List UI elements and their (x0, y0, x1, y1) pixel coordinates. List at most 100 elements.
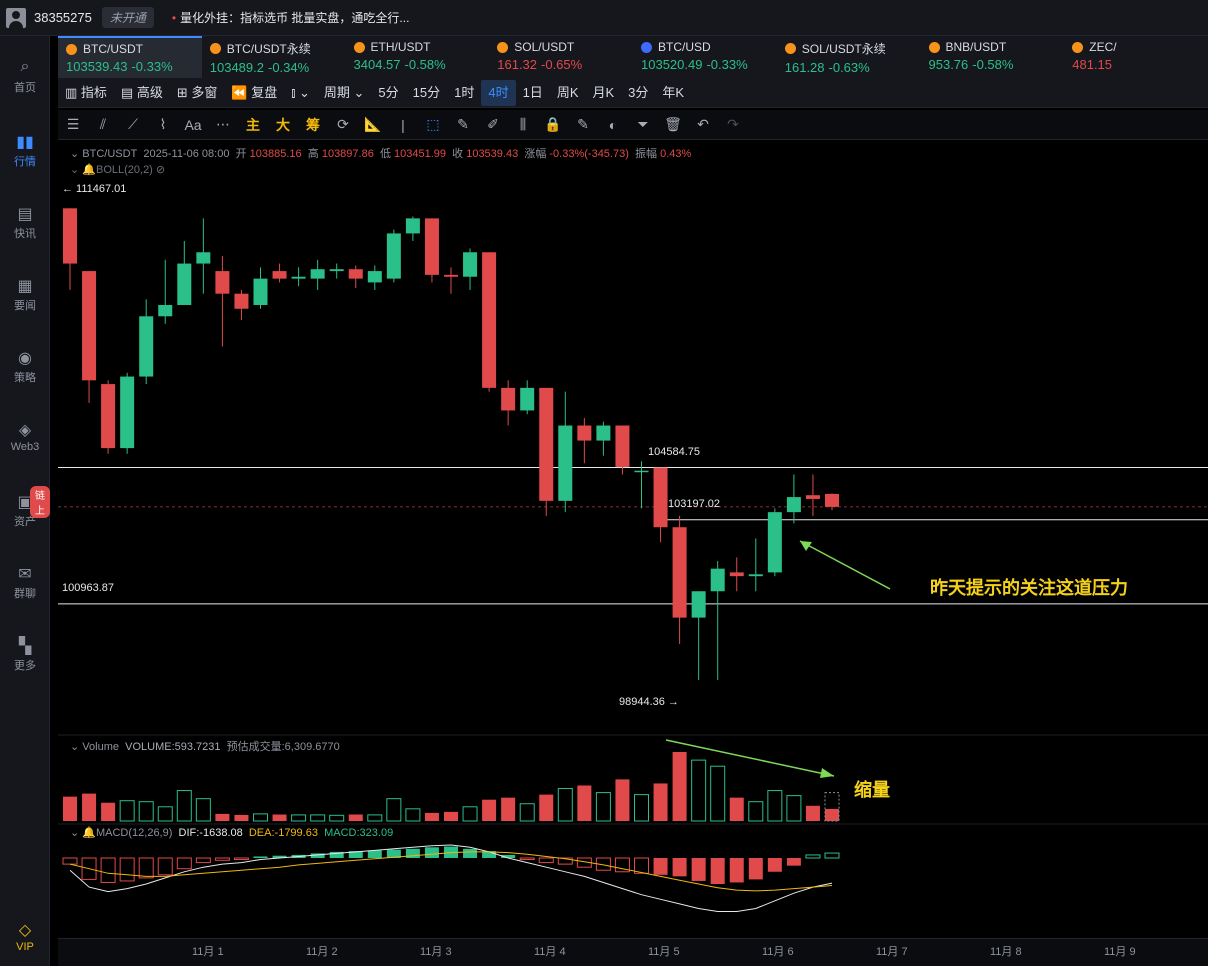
wallet-icon: ▣ (17, 494, 33, 511)
volume-bar (634, 794, 649, 822)
chart-type-dropdown[interactable]: ⫾ ⌄ (291, 84, 310, 100)
volume-bar (710, 765, 726, 822)
ticker-change: -0.58% (404, 57, 446, 72)
macd-hist-bar (767, 858, 782, 872)
ticker-tab[interactable]: ZEC/481.15 (1064, 36, 1208, 78)
pen-icon[interactable]: ✎ (457, 116, 469, 132)
ticker-tab[interactable]: BNB/USDT 953.76 -0.58% (921, 36, 1065, 78)
interval-1h[interactable]: 1时 (454, 84, 475, 100)
ticker-tab[interactable]: ETH/USDT 3404.57 -0.58% (346, 36, 490, 78)
ticker-tab[interactable]: SOL/USDT永续 161.28 -0.63% (777, 36, 921, 78)
sidebar-item-7[interactable]: ✉ 群聊 (0, 564, 50, 601)
magnet-icon[interactable]: ◐ (608, 116, 618, 133)
volume-title: Volume (82, 741, 119, 753)
ticker-price: 161.32 (497, 57, 538, 72)
sidebar-item-6[interactable]: ▣ 资产 链上 (0, 486, 50, 529)
interval-3m[interactable]: 3分 (628, 84, 649, 100)
ruler-icon[interactable]: 📐 (364, 116, 382, 132)
volume-chevron-icon[interactable]: ⌄ (70, 741, 80, 753)
interval-1mo[interactable]: 月K (592, 84, 615, 100)
chat-icon: ✉ (18, 566, 32, 583)
undo-icon[interactable]: ↶ (697, 116, 709, 132)
ticker-price-row: 481.15 (1072, 57, 1200, 72)
time-axis[interactable]: 11月 1 11月 2 11月 3 11月 4 11月 5 11月 6 11月 7 11月 8… (58, 938, 1208, 966)
price-chart[interactable] (58, 140, 1208, 938)
sidebar-item-label: 更多 (14, 660, 36, 672)
macd-hist-bar (253, 856, 268, 858)
volume-bar (195, 798, 211, 822)
large-order-button[interactable]: 大 (276, 116, 290, 133)
notice-marquee[interactable]: • 量化外挂：指标选币 批量实盘，通吃全行... (172, 9, 410, 26)
candle-body (558, 425, 573, 501)
macd-hist-bar (329, 851, 344, 858)
highlighter-icon[interactable]: ✐ (487, 116, 499, 132)
sidebar-item-2[interactable]: ▤ 快讯 (0, 204, 50, 241)
ticker-tab[interactable]: SOL/USDT 161.32 -0.65% (489, 36, 633, 78)
candle-body (501, 387, 516, 411)
boll-chevron-icon[interactable]: ⌄ (70, 164, 80, 176)
lock-icon[interactable]: 🔒 (544, 116, 562, 132)
macd-dea: DEA:-1799.63 (248, 827, 318, 839)
indicator-button[interactable]: ▥ 指标 (65, 84, 107, 100)
note-icon[interactable]: ✎ (577, 116, 589, 132)
filter-icon[interactable]: ⏷ (637, 116, 649, 132)
volume-bar (615, 779, 630, 821)
redo-icon[interactable]: ↷ (727, 116, 739, 132)
sidebar-item-5[interactable]: ◈ Web3 (0, 420, 50, 453)
ticker-tab[interactable]: BTC/USD 103520.49 -0.33% (633, 36, 777, 78)
coin-icon (784, 43, 796, 54)
interval-1d[interactable]: 1日 (522, 84, 543, 100)
macd-hist-bar (691, 858, 706, 881)
trend-line-icon[interactable]: ⟋ (128, 116, 138, 132)
sidebar-item-0[interactable]: ⌕ 首页 (0, 58, 50, 95)
vip-status-badge[interactable]: 未开通 (101, 7, 154, 28)
volume-bar (748, 801, 764, 822)
interval-1y[interactable]: 年K (662, 84, 685, 100)
macd-header: ⌄ 🔔MACD(12,26,9) DIF:-1638.08 DEA:-1799.… (70, 827, 394, 839)
x-tick-label: 11月 8 (990, 946, 1022, 958)
coin-icon (1072, 41, 1084, 53)
advanced-button[interactable]: ▤ 高级 (120, 84, 163, 100)
boll-indicator[interactable]: ⌄ 🔔BOLL(20,2) ⊘ (70, 164, 166, 176)
avatar[interactable] (6, 7, 26, 28)
text-tool[interactable]: Aa (184, 116, 202, 133)
interval-15m[interactable]: 15分 (412, 84, 441, 100)
main-force-button[interactable]: 主 (246, 116, 260, 133)
level-label-resistance: 104584.75 (648, 445, 700, 458)
parallel-lines-icon[interactable]: ⫽ (99, 116, 107, 132)
candles-icon[interactable]: ⫼ (519, 116, 527, 132)
period-dropdown[interactable]: 周期 ⌄ (323, 84, 365, 100)
ticker-tab[interactable]: BTC/USDT永续 103489.2 -0.34% (202, 36, 346, 78)
sidebar-item-1[interactable]: ▮▮ 行情 (0, 132, 50, 169)
sidebar-item-8[interactable]: ▚ 更多 (0, 636, 50, 673)
wave-icon[interactable]: ⌇ (159, 116, 167, 132)
collapse-chevron-icon[interactable]: ⌄ (70, 148, 80, 160)
interval-1w[interactable]: 周K (556, 84, 579, 100)
more-tools-icon[interactable]: ⋯ (216, 116, 230, 132)
ticker-tab[interactable]: BTC/USDT 103539.43 -0.33% (58, 36, 202, 78)
candle-body (539, 387, 554, 501)
level-label-support: 100963.87 (62, 581, 114, 594)
ticker-symbol-row: BTC/USDT (66, 42, 194, 56)
refresh-icon[interactable]: ⟳ (337, 116, 349, 132)
interval-4h[interactable]: 4时 (481, 79, 516, 106)
sidebar-item-9[interactable]: ◇ VIP (0, 920, 50, 953)
x-tick-label: 11月 7 (876, 946, 908, 958)
sidebar-item-3[interactable]: ▦ 要闻 (0, 276, 50, 313)
ticker-price-row: 103520.49 -0.33% (641, 57, 769, 72)
multi-window-button[interactable]: ⊞ 多窗 (176, 84, 218, 100)
candle-body (234, 293, 249, 309)
high-label: 高 (307, 148, 319, 160)
chip-button[interactable]: 筹 (306, 116, 320, 133)
trash-icon[interactable]: 🗑 (664, 116, 682, 132)
select-tool-icon[interactable]: ⬚ (426, 116, 440, 132)
eye-hidden-icon[interactable]: ⊘ (155, 164, 166, 176)
menu-icon[interactable]: ☰ (66, 116, 80, 132)
macd-chevron-icon[interactable]: ⌄ (70, 827, 80, 839)
sidebar-item-4[interactable]: ◉ 策略 (0, 348, 50, 385)
interval-5m[interactable]: 5分 (378, 84, 399, 100)
replay-button[interactable]: ⏪ 复盘 (231, 84, 278, 100)
volume-bar (595, 792, 611, 822)
level-label-middle: 103197.02 (668, 497, 720, 510)
ticker-symbol: ZEC/ (1089, 40, 1117, 54)
